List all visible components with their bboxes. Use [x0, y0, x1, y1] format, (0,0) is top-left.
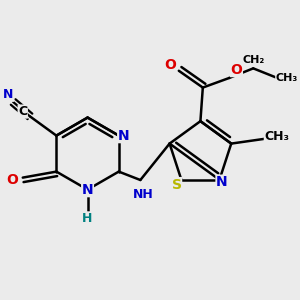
Text: NH: NH — [132, 188, 153, 201]
Text: N: N — [118, 129, 129, 142]
Text: S: S — [172, 178, 182, 192]
Text: CH₃: CH₃ — [276, 73, 298, 83]
Text: H: H — [82, 212, 93, 225]
Text: O: O — [164, 58, 176, 72]
Text: O: O — [230, 63, 242, 76]
Text: N: N — [216, 175, 228, 189]
Text: O: O — [6, 173, 18, 187]
Text: N: N — [3, 88, 14, 101]
Text: N: N — [82, 183, 93, 196]
Text: CH₃: CH₃ — [264, 130, 290, 143]
Text: CH₂: CH₂ — [242, 55, 264, 65]
Text: C: C — [18, 105, 27, 118]
